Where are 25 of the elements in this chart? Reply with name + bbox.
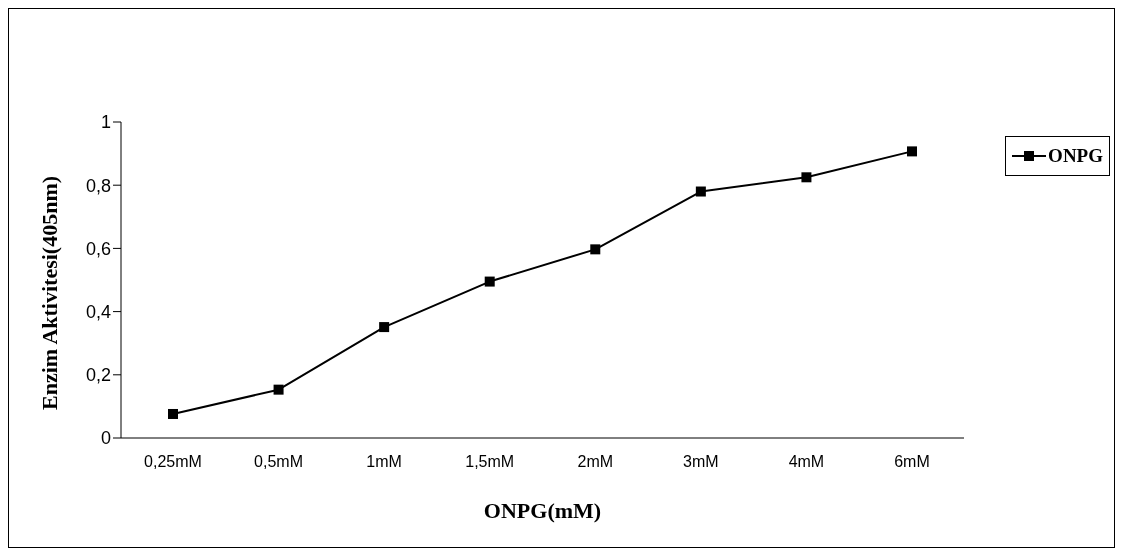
- point: [168, 408, 178, 419]
- y-tick-label: 1: [100, 112, 111, 133]
- x-tick-label: 1,5mM: [465, 453, 515, 471]
- legend-label: ONPG: [1048, 145, 1103, 167]
- point: [907, 146, 917, 157]
- x-tick-label: 4mM: [788, 453, 825, 471]
- x-tick-label: 0,25mM: [144, 453, 202, 471]
- point: [379, 322, 390, 333]
- x-tick-label: 3mM: [683, 453, 719, 471]
- y-tick-label: 0,6: [85, 238, 111, 259]
- x-tick-label: 1mM: [366, 453, 402, 471]
- x-tick-label: 6mM: [894, 453, 930, 471]
- point: [801, 172, 812, 183]
- point: [484, 276, 495, 287]
- point: [590, 244, 601, 255]
- y-tick-label: 0,2: [85, 365, 111, 386]
- x-tick-label: 0,5mM: [254, 453, 304, 471]
- y-tick-label: 0,8: [85, 175, 111, 196]
- y-axis-title: Enzim Aktivitesi(405nm): [36, 175, 62, 410]
- x-tick-label: 2mM: [577, 453, 614, 471]
- y-tick-label: 0,4: [85, 301, 111, 322]
- x-axis-title: ONPG(mM): [483, 498, 602, 523]
- y-tick-label: 0: [100, 428, 111, 449]
- point: [273, 384, 284, 395]
- point: [695, 186, 706, 197]
